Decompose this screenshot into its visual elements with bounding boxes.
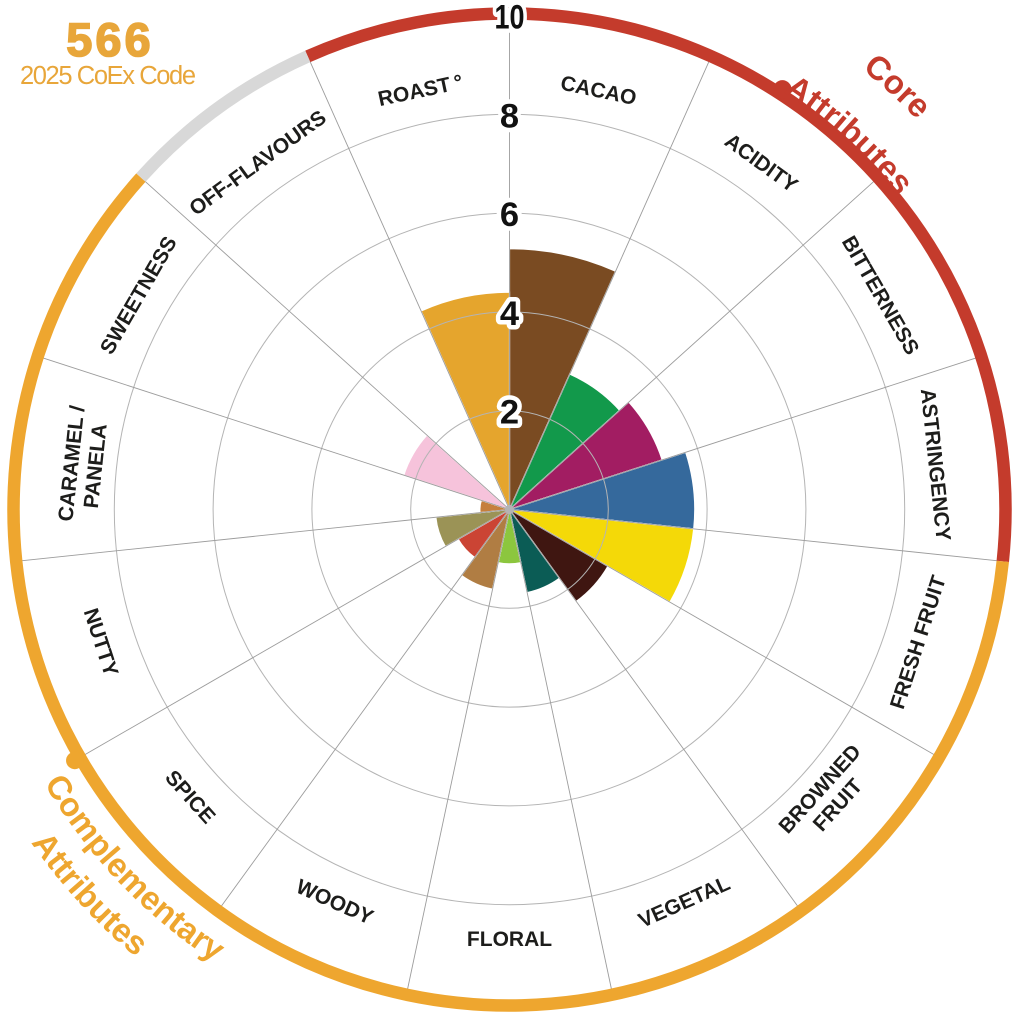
svg-text:6: 6 bbox=[500, 196, 519, 234]
svg-text:2: 2 bbox=[500, 394, 519, 432]
svg-text:4: 4 bbox=[500, 295, 519, 333]
svg-text:2025 CoEx Code: 2025 CoEx Code bbox=[20, 62, 196, 90]
svg-text:566: 566 bbox=[66, 13, 153, 66]
svg-text:10: 10 bbox=[495, 0, 525, 37]
svg-text:8: 8 bbox=[500, 97, 519, 135]
svg-text:FLORAL: FLORAL bbox=[467, 928, 552, 951]
